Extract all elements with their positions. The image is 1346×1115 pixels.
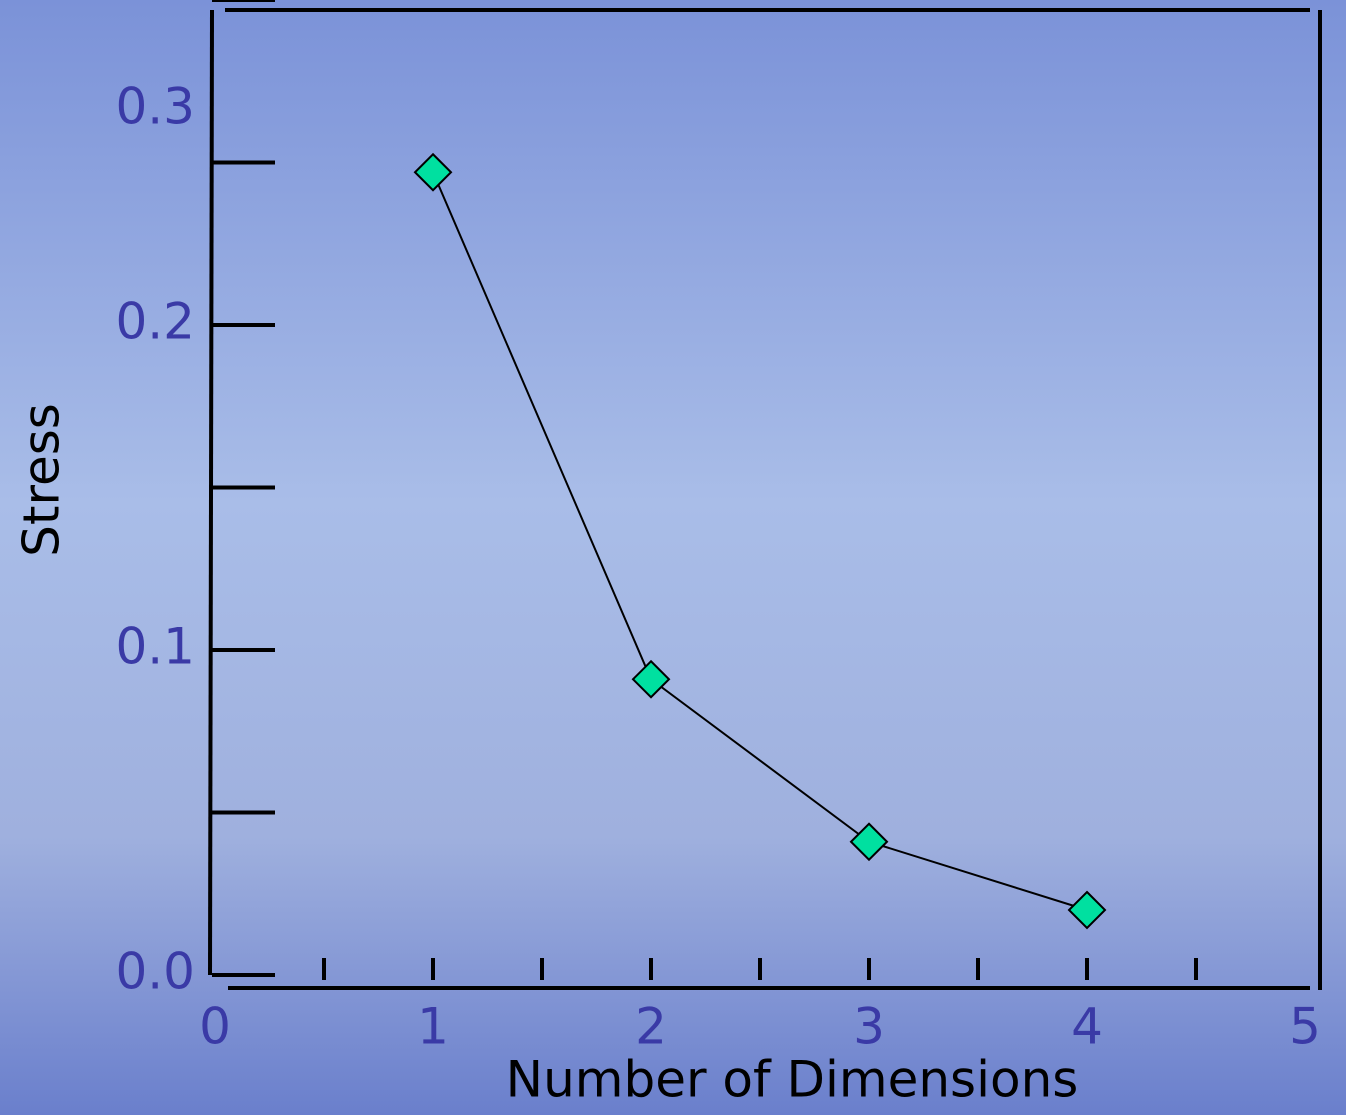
y-tick-label: 0.2 xyxy=(115,293,195,351)
x-tick-label: 3 xyxy=(853,998,885,1056)
background xyxy=(0,0,1346,1115)
y-tick-label: 0.3 xyxy=(115,78,195,136)
x-tick-label: 1 xyxy=(417,998,449,1056)
x-tick-label: 4 xyxy=(1071,998,1103,1056)
x-axis-label: Number of Dimensions xyxy=(506,1051,1079,1109)
y-tick-label: 0.1 xyxy=(115,618,195,676)
y-axis-label: Stress xyxy=(13,403,71,557)
x-tick-label: 0 xyxy=(199,998,231,1056)
x-tick-label: 5 xyxy=(1289,998,1321,1056)
x-tick-label: 2 xyxy=(635,998,667,1056)
y-tick-label: 0.0 xyxy=(115,943,195,1001)
chart: Number of Dimensions Stress 0.0 0.1 0.2 0.3… xyxy=(0,0,1346,1115)
